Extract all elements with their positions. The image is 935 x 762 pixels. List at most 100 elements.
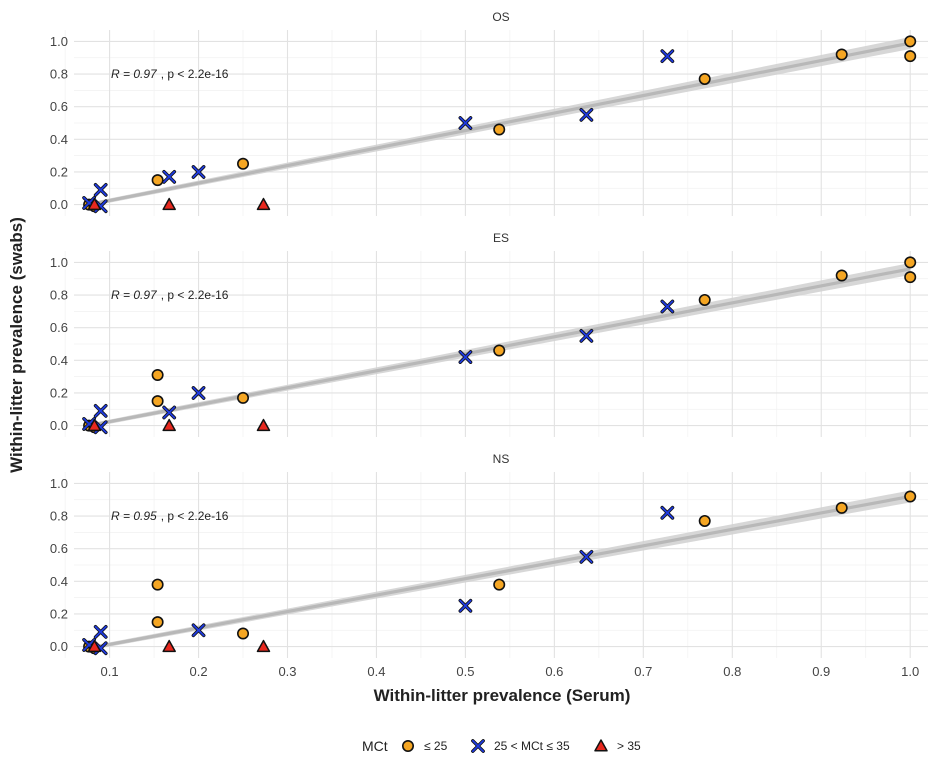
data-point xyxy=(904,256,917,269)
data-point xyxy=(660,299,675,314)
y-tick-label: 0.6 xyxy=(50,541,68,556)
data-point xyxy=(237,157,250,170)
legend-swatch xyxy=(471,739,485,753)
y-tick-label: 0.8 xyxy=(50,67,68,82)
legend-title: MCt xyxy=(362,738,388,754)
data-point xyxy=(493,123,506,136)
panel-title: OS xyxy=(492,10,509,24)
data-point xyxy=(458,598,473,613)
data-point xyxy=(493,344,506,357)
data-point xyxy=(256,197,271,211)
x-tick-label: 0.8 xyxy=(723,664,741,679)
panel-title: ES xyxy=(493,231,509,245)
y-tick-label: 1.0 xyxy=(50,255,68,270)
data-point xyxy=(579,328,594,343)
x-axis-label: Within-litter prevalence (Serum) xyxy=(374,686,631,705)
data-point xyxy=(237,391,250,404)
correlation-annotation: R = 0.95 , p < 2.2e-16 xyxy=(111,509,229,523)
y-tick-label: 0.2 xyxy=(50,385,68,400)
data-point xyxy=(151,174,164,187)
data-point xyxy=(904,490,917,503)
data-point xyxy=(660,49,675,64)
legend-swatch xyxy=(594,739,608,752)
x-tick-label: 1.0 xyxy=(901,664,919,679)
y-tick-label: 0.8 xyxy=(50,288,68,303)
regression-line xyxy=(88,494,911,650)
data-point xyxy=(93,182,108,197)
data-point xyxy=(237,627,250,640)
data-point xyxy=(835,501,848,514)
data-point xyxy=(151,395,164,408)
data-point xyxy=(162,169,177,184)
y-tick-label: 1.0 xyxy=(50,476,68,491)
y-tick-label: 0.2 xyxy=(50,164,68,179)
data-point xyxy=(162,639,176,653)
data-point xyxy=(87,639,102,653)
y-tick-label: 0.4 xyxy=(50,574,68,589)
data-point xyxy=(904,50,917,63)
legend-label: ≤ 25 xyxy=(424,739,448,753)
data-point xyxy=(162,197,176,211)
correlation-p: , p < 2.2e-16 xyxy=(161,509,229,523)
x-tick-label: 0.2 xyxy=(190,664,208,679)
data-point xyxy=(151,368,164,381)
panel-es: 0.0 0.2 0.4 0.6 0.8 1.0 ES R = 0.97, p < 2.2e-1… xyxy=(50,231,928,437)
y-axis-label: Within-litter prevalence (swabs) xyxy=(7,217,26,473)
x-tick-label: 0.1 xyxy=(101,664,119,679)
data-point xyxy=(191,623,206,638)
x-tick-label: 0.9 xyxy=(812,664,830,679)
data-point xyxy=(698,514,711,527)
legend: MCt ≤ 25 25 < MCt ≤ 35 > 35 xyxy=(362,738,641,754)
y-tick-label: 0.2 xyxy=(50,606,68,621)
y-tick-label: 0.0 xyxy=(50,639,68,654)
legend-label: 25 < MCt ≤ 35 xyxy=(494,739,570,753)
data-point xyxy=(698,72,711,85)
data-point xyxy=(660,505,675,520)
data-point xyxy=(904,271,917,284)
data-point xyxy=(579,549,594,564)
data-point xyxy=(93,403,108,418)
data-point xyxy=(151,616,164,629)
data-point xyxy=(93,624,108,639)
legend-swatch xyxy=(401,739,414,752)
data-point xyxy=(191,165,206,179)
data-point xyxy=(458,350,473,364)
data-point xyxy=(162,418,176,432)
data-point xyxy=(458,116,473,130)
y-tick-label: 0.4 xyxy=(50,132,68,147)
data-point xyxy=(698,293,711,306)
data-point xyxy=(835,269,848,282)
correlation-r: R = 0.97 xyxy=(111,67,158,81)
data-point xyxy=(87,418,102,432)
data-point xyxy=(191,386,206,400)
x-tick-label: 0.5 xyxy=(456,664,474,679)
data-point xyxy=(579,107,594,122)
data-point xyxy=(493,578,506,591)
x-tick-label: 0.6 xyxy=(545,664,563,679)
y-tick-label: 0.0 xyxy=(50,418,68,433)
correlation-p: , p < 2.2e-16 xyxy=(161,288,229,302)
y-tick-label: 0.6 xyxy=(50,99,68,114)
correlation-p: , p < 2.2e-16 xyxy=(161,67,229,81)
y-tick-label: 0.4 xyxy=(50,353,68,368)
x-tick-label: 0.3 xyxy=(278,664,296,679)
x-tick-label: 0.7 xyxy=(634,664,652,679)
data-point xyxy=(87,197,102,211)
correlation-annotation: R = 0.97, p < 2.2e-16 xyxy=(111,67,229,81)
x-tick-label: 0.4 xyxy=(367,664,385,679)
y-tick-label: 0.0 xyxy=(50,197,68,212)
data-point xyxy=(151,578,164,591)
panel-title: NS xyxy=(493,452,510,466)
correlation-r: R = 0.95 xyxy=(111,509,157,523)
correlation-r: R = 0.97 xyxy=(111,288,158,302)
y-tick-label: 1.0 xyxy=(50,34,68,49)
correlation-annotation: R = 0.97, p < 2.2e-16 xyxy=(111,288,229,302)
data-point xyxy=(162,405,177,420)
data-point xyxy=(904,35,917,48)
data-point xyxy=(835,48,848,61)
y-tick-label: 0.6 xyxy=(50,320,68,335)
y-tick-label: 0.8 xyxy=(50,509,68,524)
data-point xyxy=(256,639,271,653)
panel-os: 0.0 0.2 0.4 0.6 0.8 1.0 OS R = 0.97, p < 2.2e-1… xyxy=(50,10,928,216)
